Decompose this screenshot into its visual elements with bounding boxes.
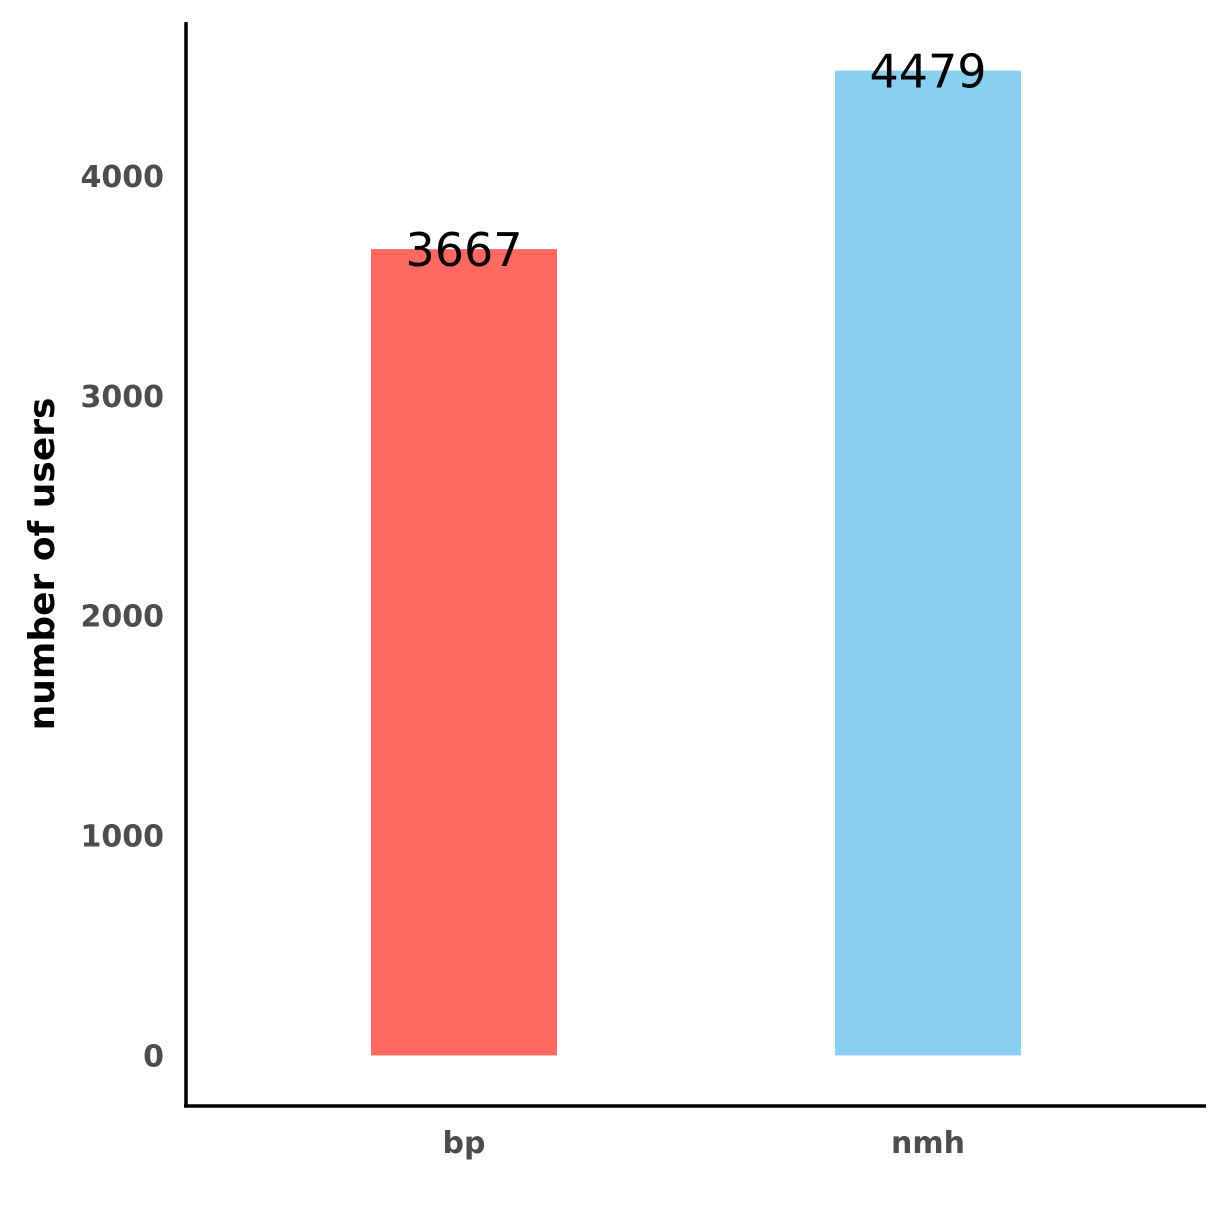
data-label-nmh: 4479 <box>869 45 986 99</box>
bar-nmh <box>835 70 1021 1056</box>
y-tick-label-4000: 4000 <box>81 160 165 195</box>
bar-bp <box>371 249 557 1056</box>
y-tick-label-2000: 2000 <box>81 600 165 635</box>
x-tick-labels: bp nmh <box>443 1126 965 1161</box>
y-tick-label-1000: 1000 <box>81 820 165 855</box>
data-labels-layer: 3667 4479 <box>405 45 986 278</box>
y-tick-label-0: 0 <box>143 1039 164 1074</box>
y-tick-labels: 0 1000 2000 3000 4000 <box>81 160 165 1075</box>
x-tick-label-nmh: nmh <box>891 1126 965 1161</box>
y-axis-title: number of users <box>22 398 63 731</box>
y-tick-label-3000: 3000 <box>81 380 165 415</box>
x-tick-label-bp: bp <box>443 1126 486 1161</box>
data-label-bp: 3667 <box>405 223 522 277</box>
bars-layer <box>371 70 1021 1056</box>
